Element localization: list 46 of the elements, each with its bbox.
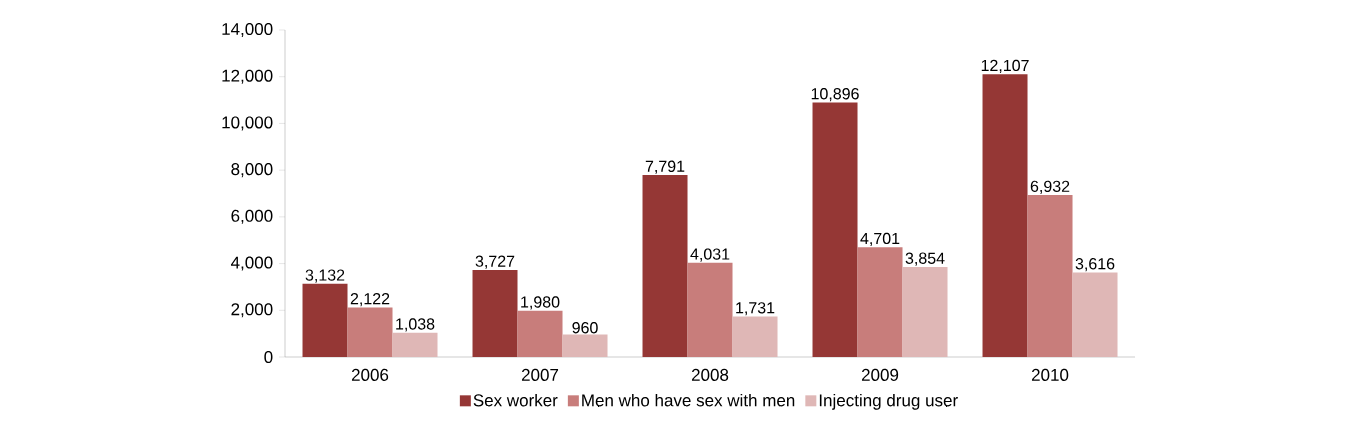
bar <box>902 266 948 357</box>
bar <box>347 307 393 357</box>
data-label: 3,854 <box>905 252 945 266</box>
y-tick-label: 12,000 <box>222 69 273 84</box>
y-tick-label: 2,000 <box>231 303 273 318</box>
bar <box>302 283 348 357</box>
x-tick-label: 2008 <box>691 368 729 381</box>
x-tick-label: 2010 <box>1031 368 1069 381</box>
bar <box>472 269 518 357</box>
data-label: 12,107 <box>981 59 1029 74</box>
y-tick-label: 6,000 <box>231 209 273 224</box>
bar <box>1027 195 1073 357</box>
data-label: 3,616 <box>1075 258 1115 272</box>
data-label: 1,980 <box>521 296 560 310</box>
legend-label: Sex worker <box>473 393 558 407</box>
data-label: 4,701 <box>860 232 900 246</box>
data-label: 10,896 <box>811 88 859 102</box>
data-label: 7,791 <box>645 160 685 174</box>
y-tick-label: 10,000 <box>222 116 273 131</box>
data-label: 960 <box>572 322 598 334</box>
legend-label: Injecting drug user <box>819 393 958 410</box>
data-label: 3,727 <box>475 255 515 269</box>
y-tick-label: 8,000 <box>231 163 273 178</box>
y-tick-label: 14,000 <box>222 22 273 38</box>
y-tick-label: 0 <box>264 350 273 364</box>
bar <box>982 74 1028 357</box>
y-tick-label: 4,000 <box>230 256 273 271</box>
bar <box>812 102 858 357</box>
x-tick-label: 2009 <box>861 368 899 381</box>
data-label: 2,122 <box>350 293 390 307</box>
data-label: 1,731 <box>736 302 775 316</box>
legend-label: Men who have sex with men <box>582 393 795 407</box>
bar <box>642 175 688 357</box>
data-label: 4,031 <box>690 248 730 262</box>
x-tick-label: 2006 <box>351 368 389 381</box>
data-label: 3,132 <box>305 269 345 283</box>
bar <box>562 334 608 357</box>
data-label: 6,932 <box>1030 180 1070 194</box>
data-label: 1,038 <box>396 318 435 332</box>
bar <box>517 310 563 357</box>
bar <box>732 316 778 357</box>
bar <box>857 247 903 357</box>
bar <box>687 262 733 357</box>
x-tick-label: 2007 <box>521 368 559 381</box>
bar <box>1072 272 1118 357</box>
bar <box>392 332 438 357</box>
